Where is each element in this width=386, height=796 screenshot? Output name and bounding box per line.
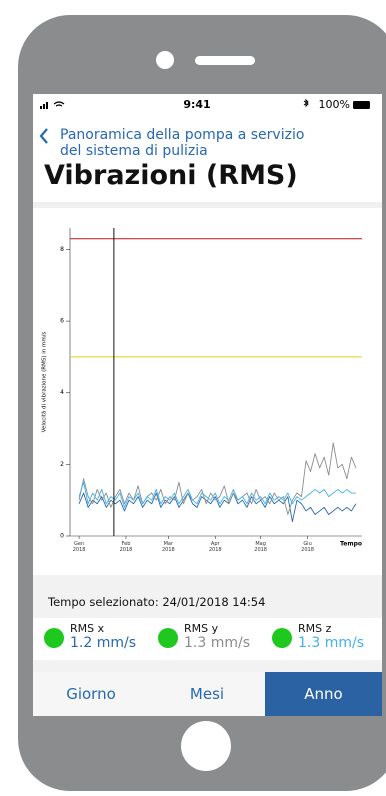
speaker (195, 56, 255, 65)
readout-row (33, 618, 382, 660)
readout-value: 1.3 mm/s (184, 635, 251, 651)
selected-time: Tempo selezionato: 24/01/2018 14:54 (48, 595, 266, 609)
y-tick-label: 6 (60, 318, 64, 325)
series-line (78, 481, 356, 508)
battery-icon (353, 101, 370, 109)
back-arrow[interactable] (39, 128, 48, 144)
separator (33, 202, 382, 208)
status-dot (272, 628, 292, 648)
status-dot (158, 628, 178, 648)
y-tick-label: 4 (60, 389, 64, 396)
x-tick-label: Feb 2018 (119, 541, 133, 553)
series-line (78, 492, 357, 523)
status-battery: 100% (319, 98, 350, 111)
readout-value: 1.2 mm/s (70, 635, 137, 651)
home-button (181, 721, 231, 771)
page-title: Vibrazioni (RMS) (44, 160, 298, 191)
x-tick-label: Mag 2018 (254, 541, 267, 553)
readout-name: RMS z (298, 622, 332, 635)
y-tick-label: 0 (60, 533, 64, 540)
signal-icon (40, 102, 48, 109)
readout-name: RMS y (184, 622, 219, 635)
wifi-icon (53, 101, 65, 107)
x-axis-label: Tempo (340, 541, 362, 548)
y-axis-label: Velocità di vibrazione (RMS) in mm/s (41, 331, 48, 432)
back-link[interactable]: Panoramica della pompa a servizio del si… (60, 127, 305, 159)
x-tick-label: Mar 2018 (161, 541, 175, 553)
x-tick-label: Giu 2018 (301, 541, 314, 553)
status-time: 9:41 (183, 98, 210, 111)
tab[interactable]: Giorno (66, 685, 116, 703)
tab[interactable]: Anno (265, 672, 382, 716)
readout-name: RMS x (70, 622, 105, 635)
y-tick-label: 8 (60, 246, 64, 253)
tab[interactable]: Mesi (189, 685, 225, 703)
status-dot (44, 628, 64, 648)
x-tick-label: Apr 2018 (208, 541, 222, 553)
y-tick-label: 2 (60, 461, 64, 468)
bluetooth-icon (303, 98, 309, 108)
x-tick-label: Gen 2018 (72, 541, 86, 553)
camera (156, 51, 174, 69)
readout-value: 1.3 mm/s (298, 635, 365, 651)
